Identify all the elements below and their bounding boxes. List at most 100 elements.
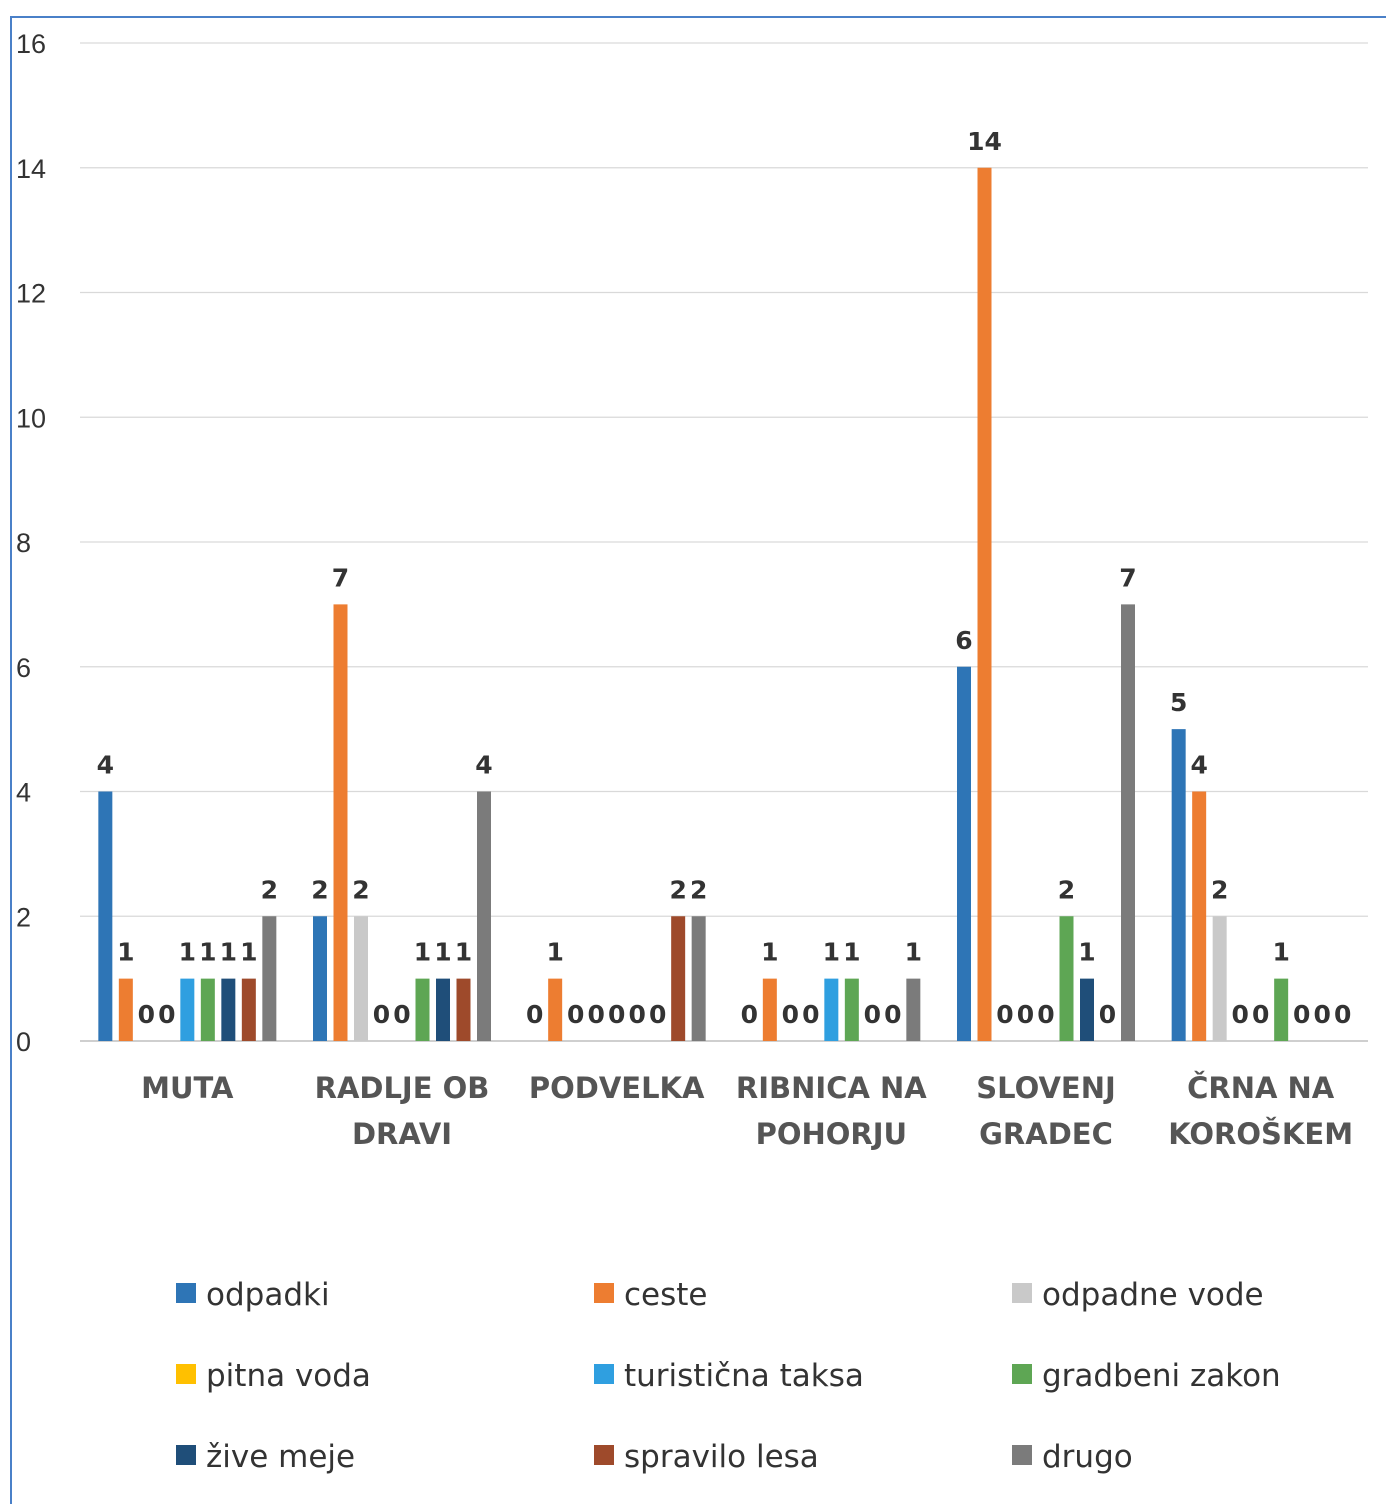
- chart-frame: [10, 16, 1386, 1504]
- legend-swatch: [176, 1445, 196, 1465]
- data-label: 4: [475, 751, 492, 780]
- data-label: 0: [628, 1000, 645, 1029]
- bar: [118, 978, 133, 1041]
- data-label: 0: [1099, 1000, 1116, 1029]
- y-tick-label: 14: [16, 154, 46, 184]
- data-label: 2: [1211, 875, 1228, 904]
- data-label: 0: [1252, 1000, 1269, 1029]
- bar: [333, 604, 348, 1041]
- y-tick-label: 12: [16, 279, 46, 309]
- data-label: 7: [1119, 563, 1136, 592]
- legend-swatch: [1012, 1445, 1032, 1465]
- bar: [98, 791, 113, 1041]
- bar: [180, 978, 195, 1041]
- legend-item: turistična taksa: [594, 1358, 864, 1394]
- bar: [1080, 978, 1094, 1041]
- data-label: 1: [1272, 938, 1289, 967]
- data-label: 0: [1017, 1000, 1034, 1029]
- data-label: 1: [434, 938, 451, 967]
- data-label: 2: [669, 875, 686, 904]
- y-tick-label: 16: [16, 29, 46, 59]
- bar: [436, 978, 450, 1041]
- legend-label: odpadki: [206, 1277, 330, 1313]
- category-label: MUTA: [141, 1071, 234, 1105]
- data-label: 2: [352, 875, 369, 904]
- bar: [221, 978, 236, 1041]
- y-tick-label: 4: [16, 778, 31, 808]
- bar: [1274, 978, 1289, 1041]
- legend-label: drugo: [1042, 1439, 1133, 1475]
- legend-label: gradbeni zakon: [1042, 1358, 1281, 1394]
- bar: [200, 978, 215, 1041]
- data-label: 0: [884, 1000, 901, 1029]
- data-label: 2: [261, 875, 278, 904]
- data-label: 0: [158, 1000, 175, 1029]
- category-label: POHORJU: [756, 1117, 908, 1151]
- y-tick-label: 2: [16, 902, 31, 932]
- data-label: 14: [967, 127, 1002, 156]
- y-tick-label: 0: [16, 1027, 31, 1057]
- legend-item: spravilo lesa: [594, 1439, 819, 1475]
- data-label: 1: [199, 938, 216, 967]
- category-label: RIBNICA NA: [736, 1071, 927, 1105]
- data-label: 4: [97, 751, 114, 780]
- data-label: 4: [1190, 751, 1207, 780]
- data-label: 0: [567, 1000, 584, 1029]
- legend-swatch: [594, 1283, 614, 1303]
- category-label: KOROŠKEM: [1168, 1117, 1353, 1151]
- data-label: 7: [332, 563, 349, 592]
- legend-item: gradbeni zakon: [1012, 1358, 1281, 1394]
- bar: [957, 666, 971, 1041]
- category-label: GRADEC: [979, 1117, 1113, 1151]
- data-label: 0: [741, 1000, 758, 1029]
- legend-swatch: [1012, 1364, 1032, 1384]
- category-label: ČRNA NA: [1187, 1071, 1335, 1105]
- bar: [1059, 916, 1074, 1041]
- data-label: 1: [1078, 938, 1095, 967]
- data-label: 0: [526, 1000, 543, 1029]
- bar: [691, 916, 706, 1041]
- category-label: PODVELKA: [529, 1071, 705, 1105]
- bar: [313, 916, 327, 1041]
- bar: [977, 167, 992, 1041]
- legend-item: žive meje: [176, 1439, 355, 1475]
- legend-item: ceste: [594, 1277, 708, 1313]
- data-label: 1: [823, 938, 840, 967]
- legend-swatch: [176, 1283, 196, 1303]
- bar: [1212, 916, 1227, 1041]
- legend-swatch: [594, 1445, 614, 1465]
- data-label: 5: [1170, 688, 1187, 717]
- bar: [1171, 729, 1186, 1041]
- data-label: 1: [843, 938, 860, 967]
- data-label: 0: [1037, 1000, 1054, 1029]
- bar: [415, 978, 430, 1041]
- bars: [98, 167, 1289, 1041]
- legend-swatch: [176, 1364, 196, 1384]
- data-label: 0: [1231, 1000, 1248, 1029]
- legend-swatch: [594, 1364, 614, 1384]
- data-label: 0: [608, 1000, 625, 1029]
- data-label: 0: [373, 1000, 390, 1029]
- bar: [456, 978, 471, 1041]
- legend-item: pitna voda: [176, 1358, 371, 1394]
- y-tick-label: 8: [16, 528, 31, 558]
- bar: [477, 791, 491, 1041]
- bar: [262, 916, 277, 1041]
- data-label: 2: [311, 875, 328, 904]
- y-axis-ticks: 0 2 4 6 8 10 12 14 16: [16, 29, 46, 1057]
- bar: [1121, 604, 1135, 1041]
- bar: [762, 978, 777, 1041]
- data-label: 0: [1313, 1000, 1330, 1029]
- data-label: 0: [393, 1000, 410, 1029]
- legend-label: spravilo lesa: [624, 1439, 819, 1475]
- y-tick-label: 10: [16, 403, 46, 433]
- legend-label: pitna voda: [206, 1358, 371, 1394]
- data-label: 0: [864, 1000, 881, 1029]
- data-label: 0: [802, 1000, 819, 1029]
- data-label: 0: [782, 1000, 799, 1029]
- category-label: SLOVENJ: [976, 1071, 1116, 1105]
- legend: odpadki ceste odpadne vode pitna voda turist…: [176, 1277, 1281, 1475]
- category-labels: MUTA RADLJE OB DRAVI PODVELKA RIBNICA NA POHO…: [141, 1071, 1353, 1151]
